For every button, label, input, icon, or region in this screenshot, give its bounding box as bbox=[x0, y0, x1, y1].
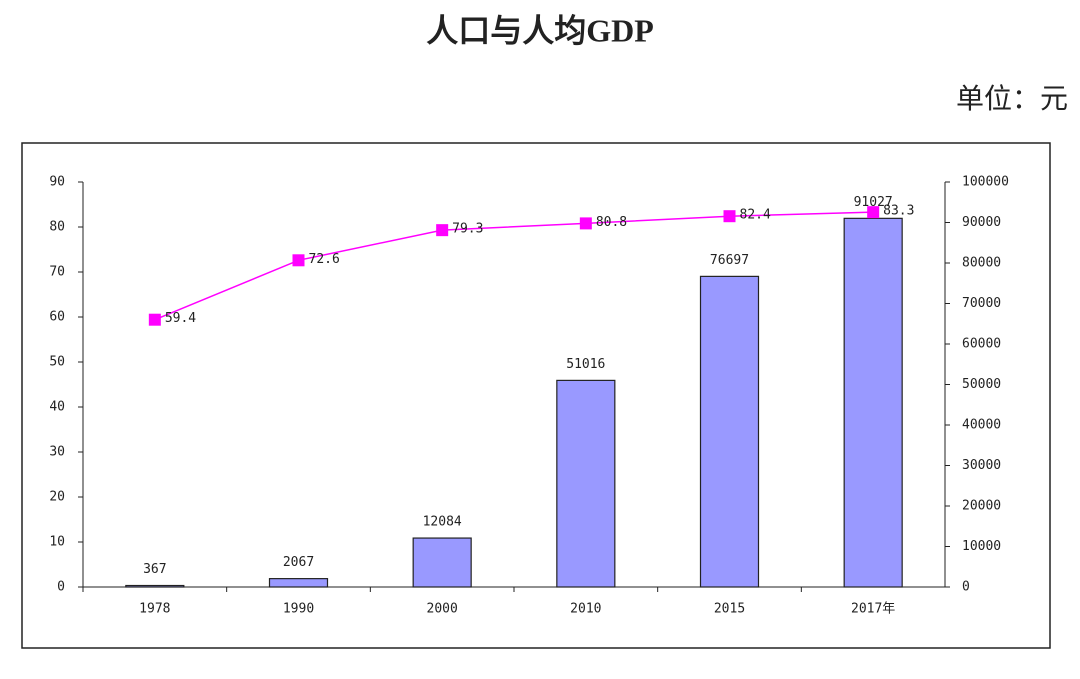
x-tick-label: 2000 bbox=[427, 602, 458, 617]
y2-tick-label: 20000 bbox=[962, 499, 1001, 514]
line-marker bbox=[867, 206, 880, 219]
bar-value-label: 2067 bbox=[283, 555, 314, 570]
bar bbox=[412, 537, 472, 588]
y2-tick-label: 60000 bbox=[962, 337, 1001, 352]
bar-value-label: 367 bbox=[143, 562, 166, 577]
y-tick-label: 20 bbox=[49, 490, 65, 505]
line-marker bbox=[292, 254, 305, 267]
line-marker bbox=[723, 210, 736, 223]
line-value-label: 80.8 bbox=[596, 215, 627, 230]
line-marker bbox=[148, 313, 161, 326]
y2-tick-label: 0 bbox=[962, 580, 970, 595]
line-value-label: 72.6 bbox=[309, 252, 340, 267]
y-tick-label: 80 bbox=[49, 220, 65, 235]
y2-tick-label: 100000 bbox=[962, 175, 1009, 190]
bar bbox=[556, 379, 616, 588]
x-tick-label: 1978 bbox=[139, 602, 170, 617]
line-marker bbox=[436, 224, 449, 237]
x-tick-label: 1990 bbox=[283, 602, 314, 617]
y-tick-label: 30 bbox=[49, 445, 65, 460]
line-value-label: 59.4 bbox=[165, 311, 196, 326]
line-value-label: 79.3 bbox=[452, 222, 483, 237]
y2-tick-label: 40000 bbox=[962, 418, 1001, 433]
bar-value-label: 76697 bbox=[710, 253, 749, 268]
bar bbox=[699, 275, 760, 588]
line-marker bbox=[579, 217, 592, 230]
y2-tick-label: 30000 bbox=[962, 458, 1001, 473]
y2-tick-label: 10000 bbox=[962, 539, 1001, 554]
y-tick-label: 90 bbox=[49, 175, 65, 190]
unit-label: 单位：元 bbox=[956, 82, 1068, 115]
x-tick-label: 2017年 bbox=[851, 602, 895, 617]
y-tick-label: 50 bbox=[49, 355, 65, 370]
line-value-label: 83.3 bbox=[883, 204, 914, 219]
x-tick-label: 2010 bbox=[570, 602, 601, 617]
y-tick-label: 40 bbox=[49, 400, 65, 415]
bar bbox=[843, 217, 903, 588]
x-tick-label: 2015 bbox=[714, 602, 745, 617]
y2-tick-label: 50000 bbox=[962, 377, 1001, 392]
chart-title: 人口与人均GDP bbox=[426, 12, 654, 48]
bar bbox=[268, 578, 329, 588]
y2-tick-label: 80000 bbox=[962, 256, 1001, 271]
bar-value-label: 12084 bbox=[423, 515, 462, 530]
y2-tick-label: 90000 bbox=[962, 215, 1001, 230]
y-tick-label: 10 bbox=[49, 535, 65, 550]
y-tick-label: 60 bbox=[49, 310, 65, 325]
chart-frame bbox=[21, 142, 1051, 649]
y-tick-label: 0 bbox=[57, 580, 65, 595]
line bbox=[154, 211, 874, 321]
bar bbox=[125, 584, 185, 588]
bar-value-label: 91027 bbox=[854, 195, 893, 210]
y2-tick-label: 70000 bbox=[962, 296, 1001, 311]
bar-value-label: 51016 bbox=[566, 357, 605, 372]
y-tick-label: 70 bbox=[49, 265, 65, 280]
line-value-label: 82.4 bbox=[740, 208, 771, 223]
